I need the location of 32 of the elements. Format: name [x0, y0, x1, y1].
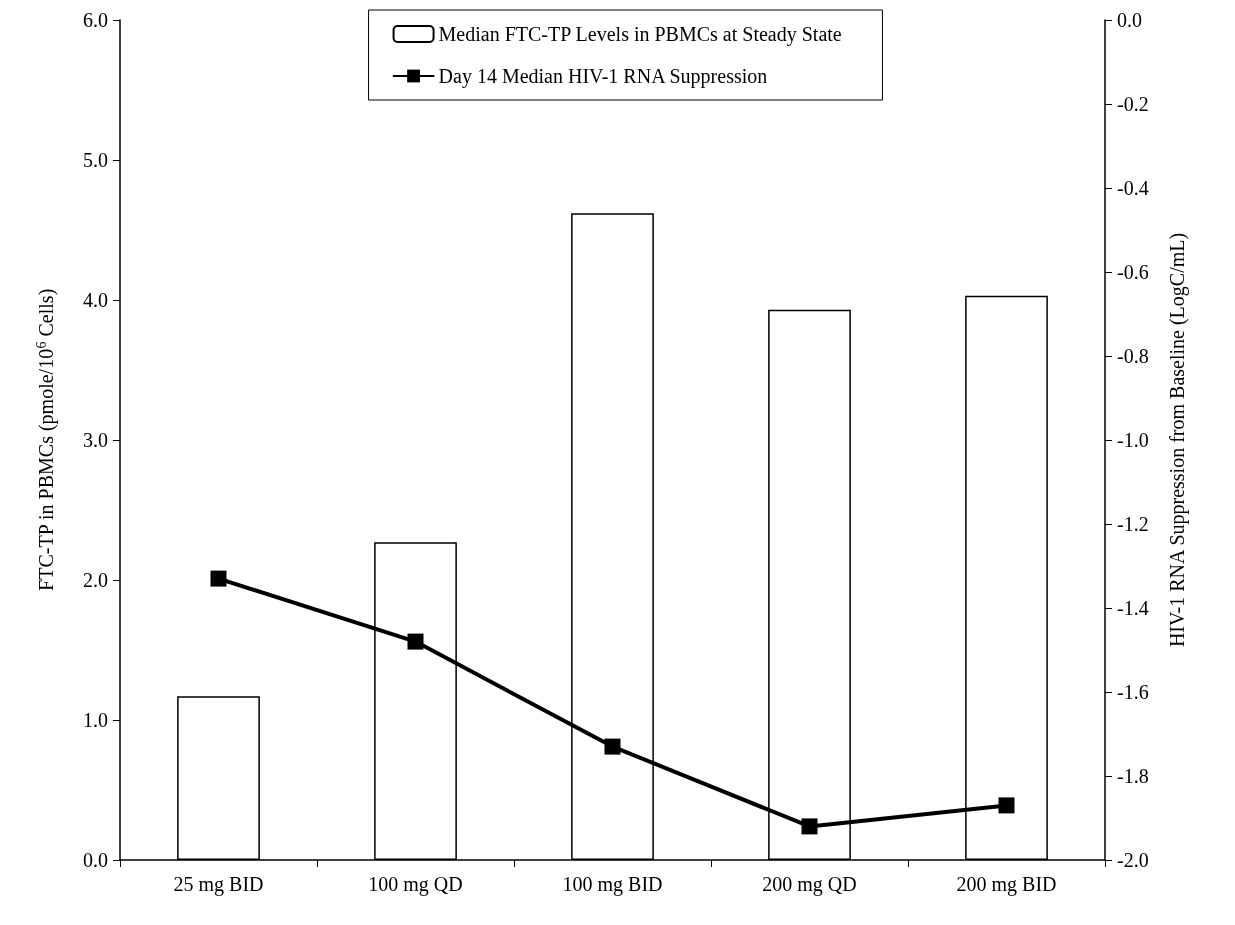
y-axis-title: FTC-TP in PBMCs (pmole/106 Cells): [33, 288, 58, 591]
x-tick-label: 100 mg QD: [368, 873, 463, 896]
y2-tick-label: -1.8: [1117, 765, 1149, 787]
point: [604, 738, 621, 755]
legend-label: Day 14 Median HIV-1 RNA Suppression: [438, 65, 768, 88]
y2-tick-label: -1.0: [1117, 429, 1149, 451]
x-tick-label: 200 mg QD: [762, 873, 857, 896]
point: [407, 633, 424, 650]
y2-tick-label: -0.2: [1117, 93, 1149, 115]
point: [998, 797, 1015, 814]
y-tick-label: 5.0: [83, 149, 108, 171]
y2-tick-label: -0.8: [1117, 345, 1149, 367]
y2-tick-label: -0.6: [1117, 261, 1149, 283]
y-tick-label: 1.0: [83, 709, 108, 731]
legend-label: Median FTC-TP Levels in PBMCs at Steady State: [438, 23, 842, 46]
y-tick-label: 2.0: [83, 569, 108, 591]
y-tick-label: 3.0: [83, 429, 108, 451]
y2-axis-title: HIV-1 RNA Suppression from Baseline (LogC/mL): [1166, 232, 1189, 648]
y2-tick-label: 0.0: [1117, 9, 1142, 31]
x-tick-label: 200 mg BID: [956, 873, 1057, 896]
y2-tick-label: -1.4: [1117, 597, 1149, 619]
y-tick-label: 0.0: [83, 849, 108, 871]
y2-tick-label: -2.0: [1117, 849, 1149, 871]
x-tick-label: 25 mg BID: [173, 873, 264, 896]
point: [210, 570, 227, 587]
y-tick-label: 6.0: [83, 9, 108, 31]
point: [801, 818, 818, 835]
y-tick-label: 4.0: [83, 289, 108, 311]
y2-tick-label: -0.4: [1117, 177, 1149, 199]
x-tick-label: 100 mg BID: [562, 873, 663, 896]
y2-tick-label: -1.6: [1117, 681, 1149, 703]
y2-tick-label: -1.2: [1117, 513, 1149, 535]
